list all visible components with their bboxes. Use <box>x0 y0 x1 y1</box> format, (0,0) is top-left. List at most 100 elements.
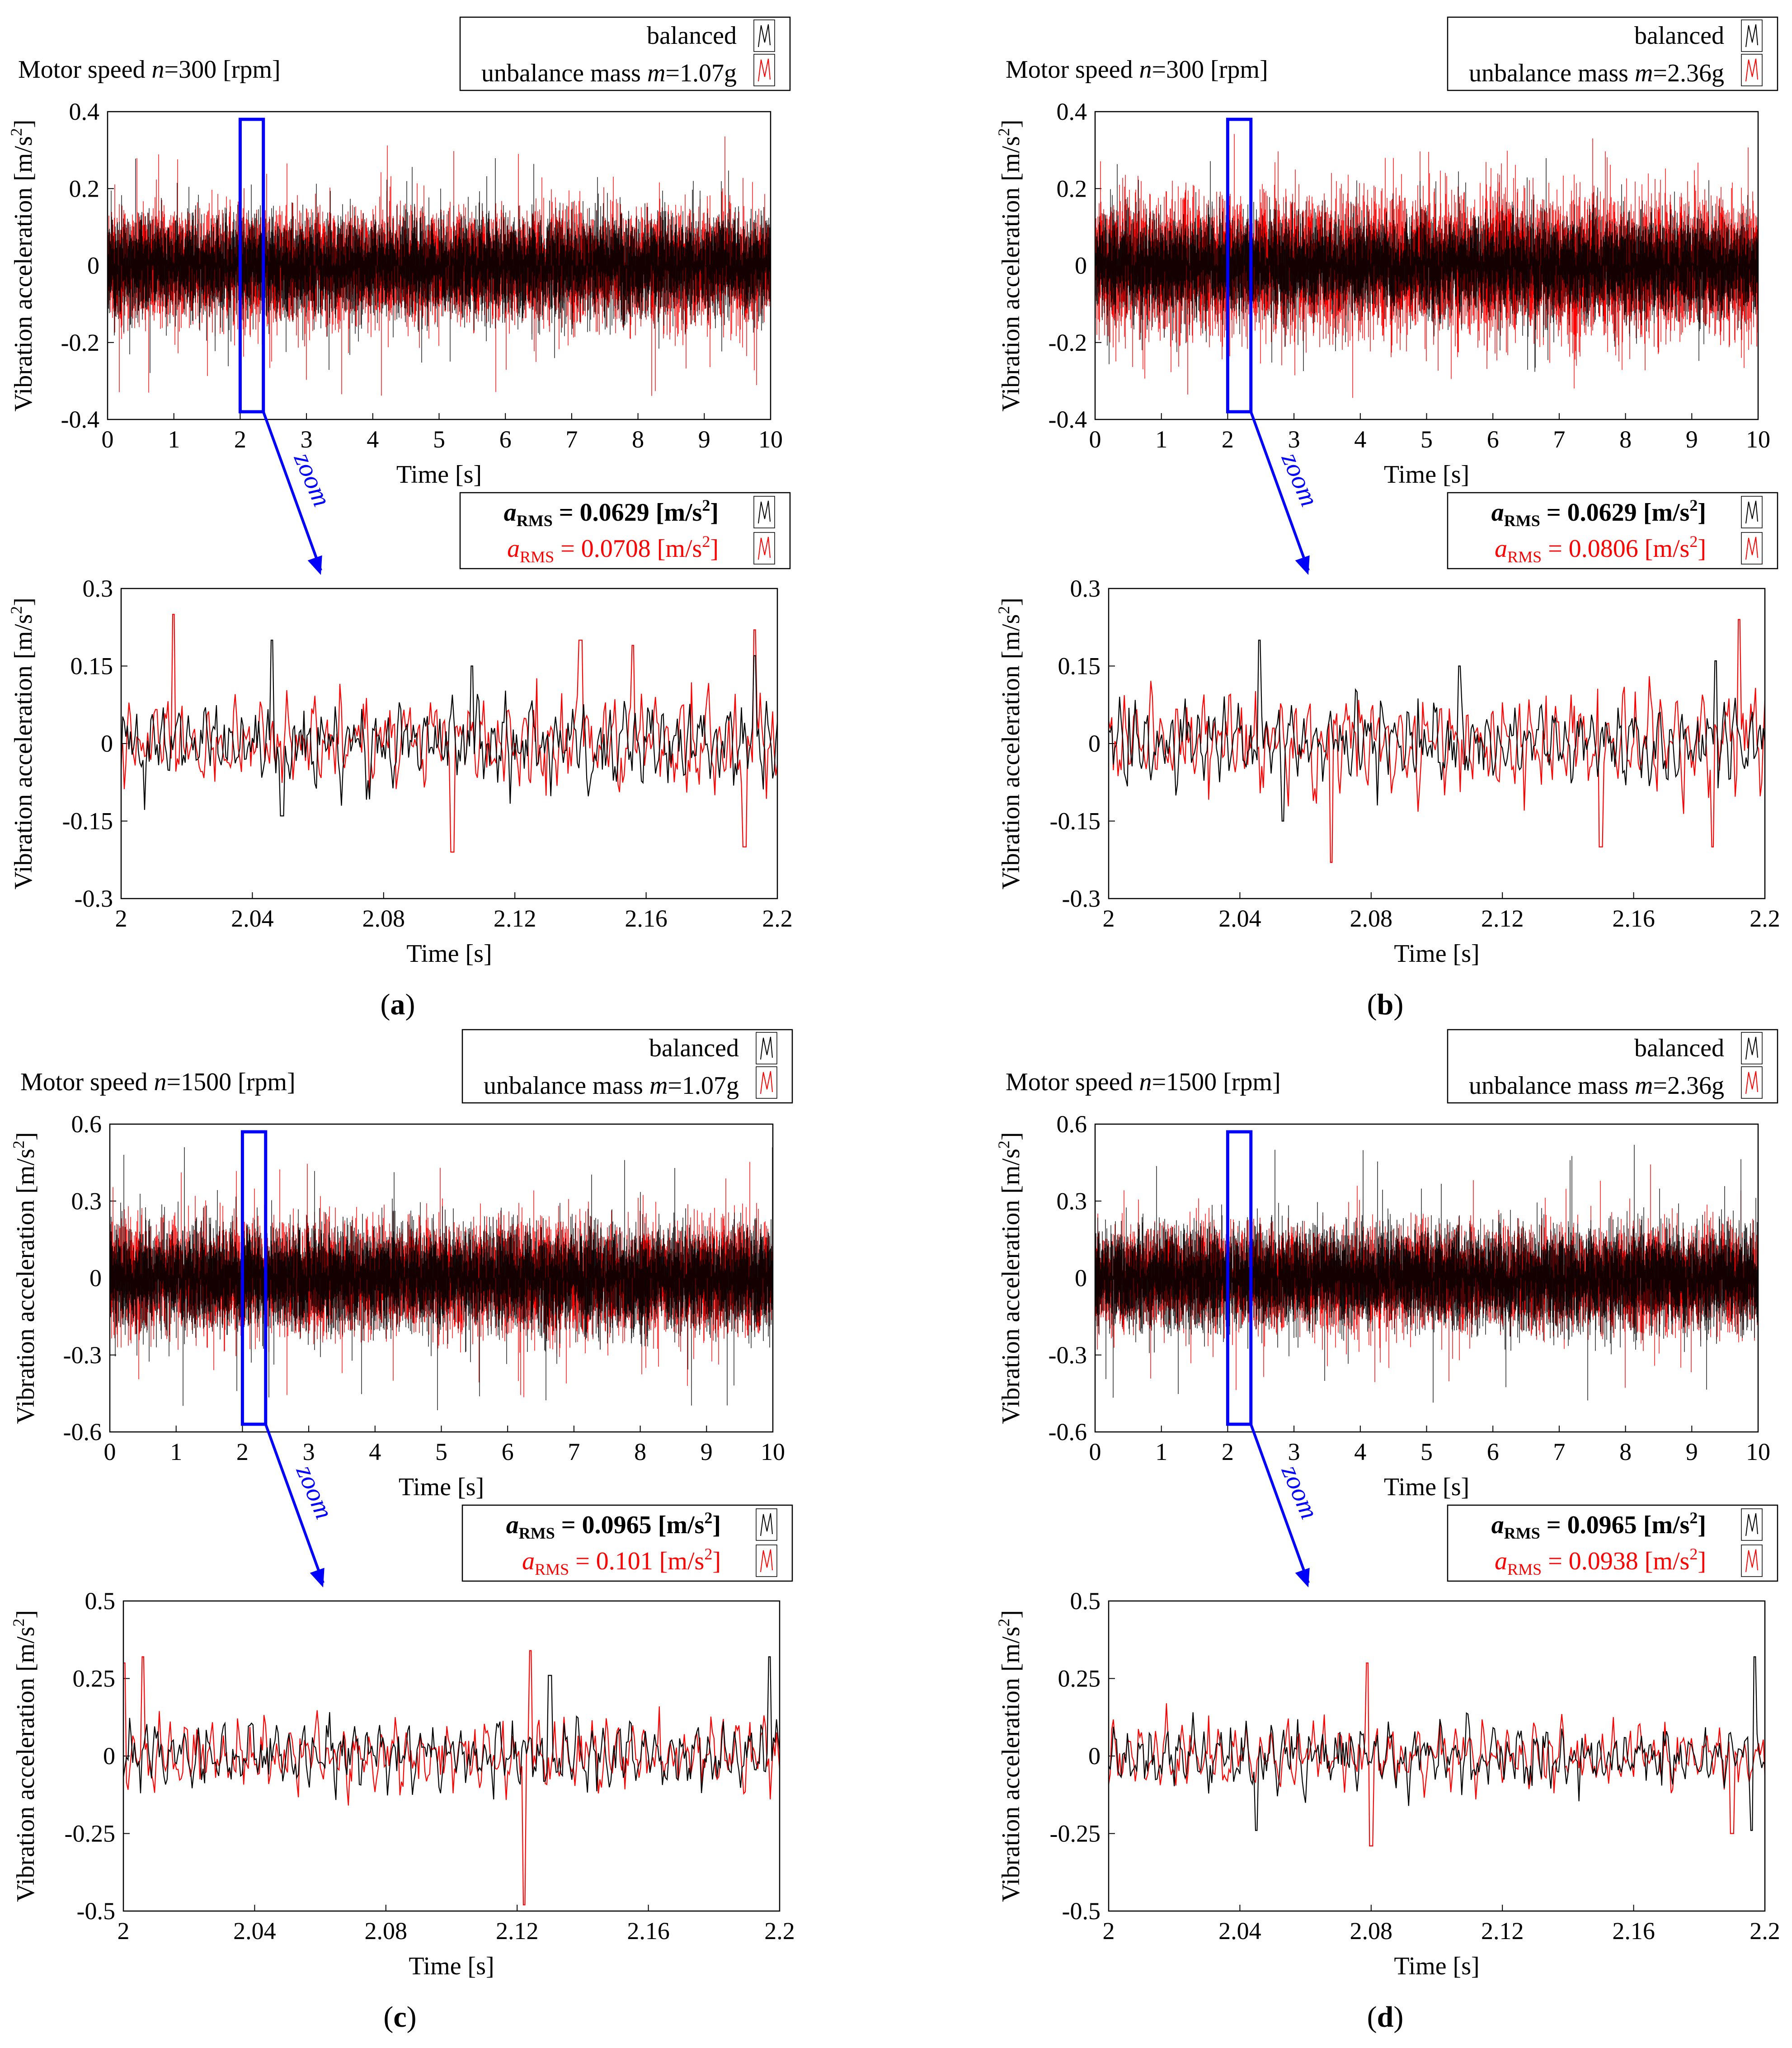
panel-d-rms-unbalanced: aRMS = 0.0938 [m/s2] <box>1495 1545 1706 1578</box>
panel-b-overview-xtick-label: 3 <box>1288 426 1300 453</box>
panel-a-rms-unbalanced-sub: RMS <box>520 548 554 566</box>
panel-a-overview-xtick-label: 5 <box>433 426 445 453</box>
panel-c-rms-unbalanced-a: a <box>522 1547 535 1575</box>
panel-c-zoom-series-balanced <box>122 1656 781 1800</box>
panel-a-zoom-series-unbalanced <box>121 614 778 853</box>
panel-b-overview-y-axis-label-sup: 2 <box>995 128 1013 136</box>
panel-c-overview-ytick-label: 0 <box>89 1265 102 1292</box>
panel-b-legend-balanced-label: balanced <box>1634 22 1724 50</box>
panel-a-zoom-frame <box>120 588 778 899</box>
panel-c-overview-xtick-label: 0 <box>104 1438 116 1465</box>
panel-b-zoom-y-axis-label-main: Vibration acceleration [m/s <box>997 614 1025 890</box>
panel-d-overview-frame <box>1094 1123 1759 1433</box>
panel-d-legend-unbalanced-icon <box>1741 1066 1763 1099</box>
panel-a-overview-xtick-label: 8 <box>632 426 644 453</box>
panel-c-overview-ytick-label: 0.3 <box>71 1187 102 1215</box>
panel-b-zoom-arrow-line <box>1249 411 1310 571</box>
panel-c-zoom-xtick-label: 2.16 <box>627 1917 670 1944</box>
panel-a-rms-unbalanced-value: = 0.0708 <box>554 535 657 563</box>
panel-d-rms-balanced-unit-tail: ] <box>1698 1511 1706 1539</box>
panel-b-rms-unbalanced: aRMS = 0.0806 [m/s2] <box>1495 532 1706 566</box>
panel-a-overview-xtick-label: 6 <box>499 426 512 453</box>
panel-b-rms-balanced-icon-glyph <box>1745 500 1758 524</box>
panel-b-zoom-chart: 2 2.04 2.08 2.12 2.16 2.2 -0.3 -0.15 0 0.15 0.3 Vib… <box>995 575 1780 968</box>
panel-b-overview-xtick-label: 8 <box>1619 426 1632 453</box>
panel-a-rms-unbalanced-a: a <box>507 535 520 563</box>
panel-b-rms-balanced-sub: RMS <box>1504 512 1540 530</box>
panel-d-zoom-chart: 2 2.04 2.08 2.12 2.16 2.2 -0.5 -0.25 0 0.25 0.5 Vib… <box>995 1587 1780 1980</box>
panel-b-legend-balanced-icon-glyph <box>1745 24 1758 47</box>
panel-a-zoom-ytick-label: -0.3 <box>75 885 113 912</box>
panel-a-zoom-xtick-label: 2.12 <box>494 905 536 932</box>
panel-d-overview-y-axis-label-main: Vibration acceleration [m/s <box>997 1149 1025 1424</box>
panel-c-legend-box <box>461 1029 793 1104</box>
panel-a-caption: (a) <box>381 988 415 1021</box>
panel-c-overview-ytick-label: -0.3 <box>63 1342 102 1369</box>
panel-a: Motor speed n=300 [rpm]balancedunbalance… <box>7 16 793 1021</box>
panel-c-rms-unbalanced-sub: RMS <box>535 1560 569 1578</box>
panel-d-title-post: =1500 [rpm] <box>1152 1068 1281 1096</box>
panel-d-legend-box <box>1447 1029 1778 1104</box>
panel-b-legend-unbalanced-label: unbalance mass m=2.36g <box>1469 59 1724 87</box>
panel-b-rms-balanced-unit: [m/s <box>1643 499 1690 527</box>
panel-b-rms-unbalanced-unit-sup: 2 <box>1689 532 1698 551</box>
panel-b-overview-ytick-label: 0 <box>1075 252 1087 279</box>
panel-c-rms-balanced-icon-frame <box>756 1508 777 1541</box>
panel-d-legend-balanced-icon-glyph <box>1745 1036 1758 1060</box>
panel-d-overview-xtick-label: 4 <box>1354 1438 1366 1465</box>
panel-d-overview-ytick-label: 0.6 <box>1057 1111 1087 1138</box>
panel-a-caption-open: ( <box>381 988 390 1021</box>
panel-b-overview-zoom-window <box>1226 118 1253 414</box>
panel-b: Motor speed n=300 [rpm] balanced unbalance… <box>995 16 1780 1021</box>
panel-c-legend-balanced-icon-glyph <box>760 1036 773 1060</box>
panel-d-overview-xtick-label: 7 <box>1553 1438 1565 1465</box>
panel-a-overview-zoom-window <box>238 118 265 414</box>
panel-c-zoom-y-axis-label-tail: ] <box>12 1610 40 1619</box>
panel-d-overview-xtick-label: 5 <box>1420 1438 1433 1465</box>
panel-d-rms-unbalanced-value: = 0.0938 <box>1542 1547 1645 1575</box>
panel-a-legend-unbalanced-label: unbalance mass m=1.07g <box>481 59 737 87</box>
panel-b-overview-y-axis-label-tail: ] <box>997 120 1025 128</box>
panel-b-rms-unbalanced-sub: RMS <box>1507 548 1542 566</box>
panel-a-overview-xtick-label: 2 <box>234 426 246 453</box>
panel-a-zoom-ytick-label: 0 <box>101 730 113 757</box>
panel-a-overview-xtick-label: 0 <box>102 426 114 453</box>
panel-d-rms-unbalanced-unit-tail: ] <box>1698 1547 1706 1575</box>
panel-d-rms-unbalanced-a: a <box>1495 1547 1507 1575</box>
panel-a-overview-xtick-label: 3 <box>301 426 313 453</box>
panel-c-rms-balanced-unit: [m/s <box>658 1511 705 1539</box>
panel-b-overview-x-axis-label: Time [s] <box>1384 461 1469 489</box>
panel-a-overview-y-axis-label-tail: ] <box>9 120 38 128</box>
panel-c-overview-xtick-label: 10 <box>761 1438 785 1465</box>
panel-a-overview-y-axis-label-main: Vibration acceleration [m/s <box>9 136 38 411</box>
panel-c-legend-unbalanced-icon <box>756 1066 777 1099</box>
panel-d-rms-box <box>1447 1504 1778 1582</box>
panel-c-legend-balanced-icon-frame <box>756 1032 777 1064</box>
panel-c-overview-xtick-label: 8 <box>634 1438 646 1465</box>
panel-d-rms-balanced-icon-glyph <box>1745 1513 1758 1536</box>
panel-a-legend-unbalanced-icon-frame <box>753 54 775 86</box>
panel-d-rms-unbalanced-unit-sup: 2 <box>1689 1545 1698 1563</box>
panel-b-overview-xtick-label: 6 <box>1487 426 1499 453</box>
panel-c-legend-unbalanced-var: m <box>649 1072 668 1100</box>
panel-d-zoom-x-axis-label: Time [s] <box>1394 1952 1479 1980</box>
panel-a-zoom-plot-area <box>121 589 777 899</box>
panel-c-legend-unbalanced-post: =1.07g <box>668 1072 739 1100</box>
panel-c-overview-y-axis-label-tail: ] <box>12 1132 40 1141</box>
panel-d-overview-x-axis-label: Time [s] <box>1384 1473 1469 1501</box>
panel-d-rms-balanced-value: = 0.0965 <box>1540 1511 1643 1539</box>
panel-c-overview-xtick-label: 3 <box>303 1438 315 1465</box>
panel-a-overview-xtick-label: 1 <box>168 426 180 453</box>
panel-b-zoom-x-axis-label: Time [s] <box>1394 940 1479 968</box>
panel-c: Motor speed n=1500 [rpm]balancedunbalanc… <box>9 1029 795 2034</box>
panel-a-overview-ytick-label: 0 <box>87 252 99 279</box>
panel-b-zoom-series-balanced <box>1108 640 1766 822</box>
panel-c-caption-letter: c <box>393 2001 406 2034</box>
panel-d-title: Motor speed n=1500 [rpm] <box>1006 1068 1281 1096</box>
panel-d-zoom-ytick-label: 0.25 <box>1058 1665 1101 1692</box>
panel-c-zoom-xtick-label: 2.12 <box>496 1917 539 1944</box>
panel-b-legend-unbalanced-icon <box>1741 54 1763 86</box>
panel-a-caption-close: ) <box>405 988 415 1021</box>
panel-c-legend-unbalanced-label: unbalance mass m=1.07g <box>484 1072 739 1100</box>
panel-a-zoom-ytick-label: -0.15 <box>62 808 113 835</box>
